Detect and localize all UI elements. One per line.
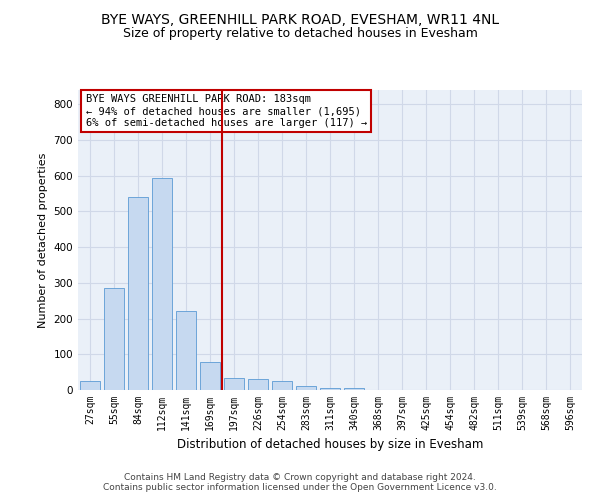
Text: Size of property relative to detached houses in Evesham: Size of property relative to detached ho… [122,28,478,40]
Bar [104,288,124,390]
X-axis label: Distribution of detached houses by size in Evesham: Distribution of detached houses by size … [177,438,483,452]
Bar [176,312,196,390]
Bar [152,178,172,390]
Bar [128,197,148,390]
Bar [320,388,340,390]
Bar [272,381,292,390]
Bar [344,388,364,390]
Bar [224,378,244,390]
Y-axis label: Number of detached properties: Number of detached properties [38,152,48,328]
Bar [296,386,316,390]
Text: BYE WAYS GREENHILL PARK ROAD: 183sqm
← 94% of detached houses are smaller (1,695: BYE WAYS GREENHILL PARK ROAD: 183sqm ← 9… [86,94,367,128]
Bar [80,381,100,390]
Bar [248,380,268,390]
Bar [200,362,220,390]
Text: BYE WAYS, GREENHILL PARK ROAD, EVESHAM, WR11 4NL: BYE WAYS, GREENHILL PARK ROAD, EVESHAM, … [101,12,499,26]
Text: Contains HM Land Registry data © Crown copyright and database right 2024.
Contai: Contains HM Land Registry data © Crown c… [103,473,497,492]
